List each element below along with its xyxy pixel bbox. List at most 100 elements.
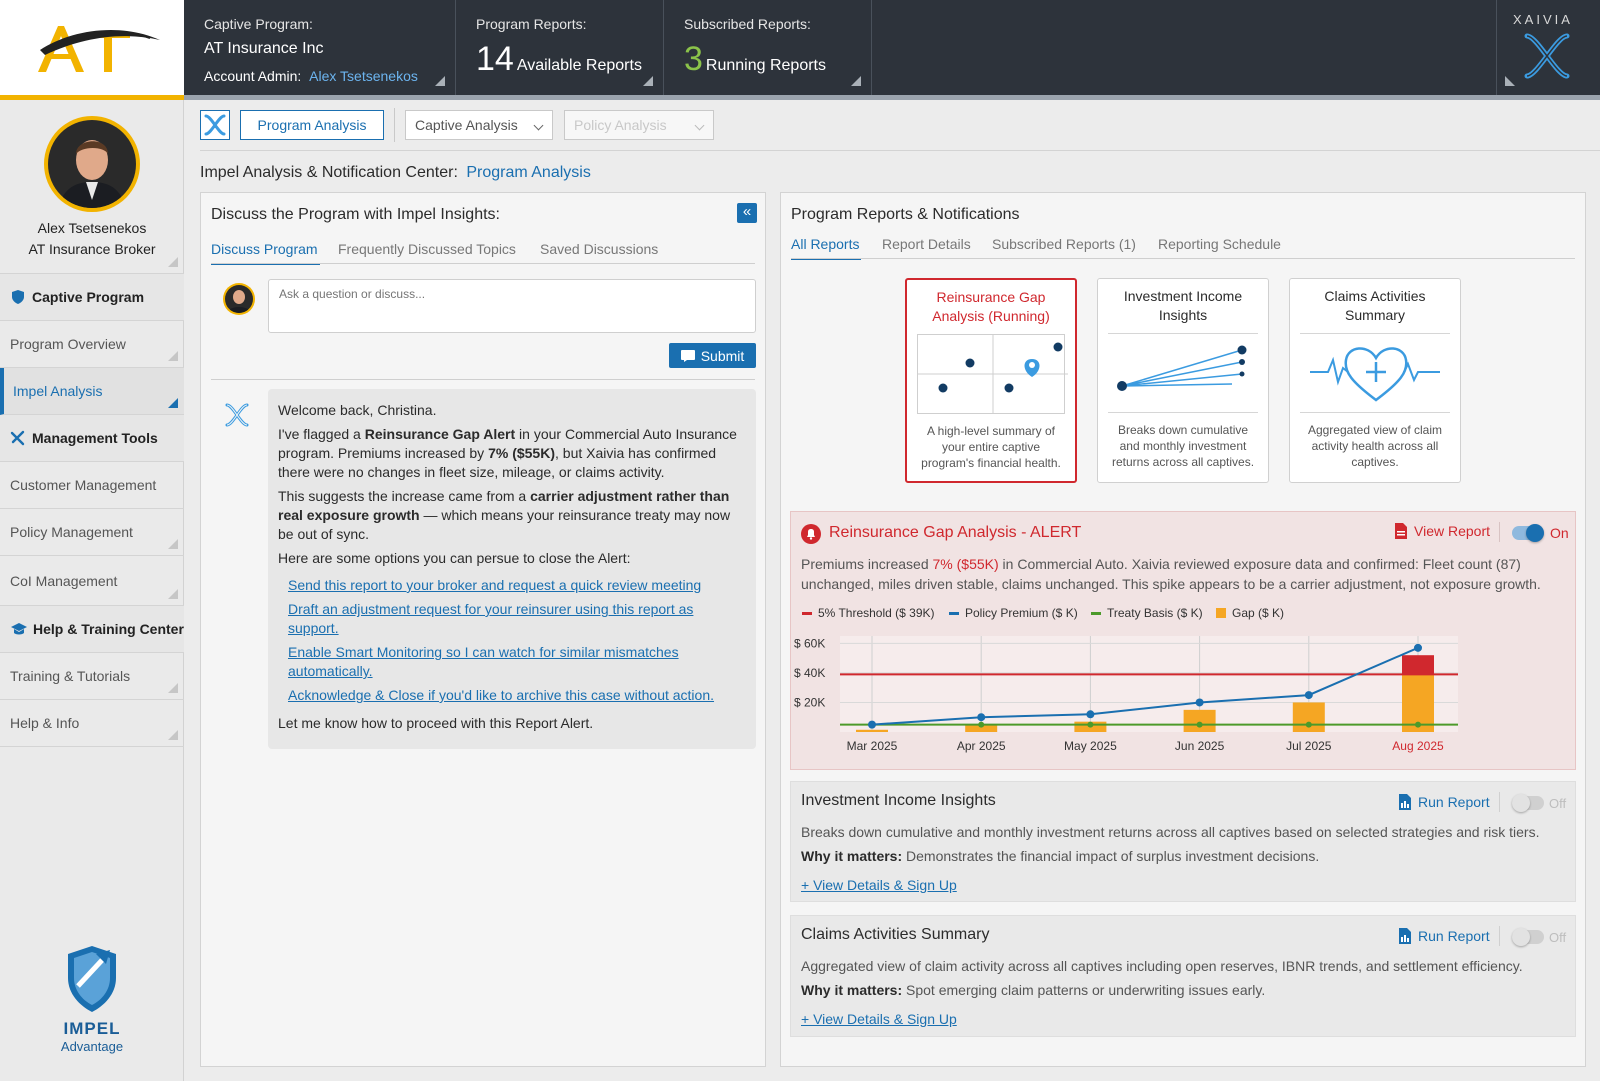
impel-brand: IMPEL Advantage [0, 940, 184, 1054]
tab-frequently-discussed[interactable]: Frequently Discussed Topics [338, 241, 516, 257]
treaty-point [978, 721, 985, 728]
corner-expand-icon[interactable] [168, 257, 178, 267]
double-chevron-left-icon: « [742, 203, 752, 220]
corner-expand-icon[interactable] [643, 76, 653, 86]
run-report-button[interactable]: Run Report [1398, 794, 1490, 810]
captive-analysis-dropdown[interactable]: Captive Analysis [405, 110, 553, 140]
tab-all-reports[interactable]: All Reports [791, 236, 862, 260]
subscribed-reports-section[interactable]: Subscribed Reports: 3 Running Reports [664, 0, 872, 96]
gap-bar [1183, 709, 1216, 732]
tab-report-details[interactable]: Report Details [882, 236, 971, 252]
xaivia-home-button[interactable] [200, 110, 230, 140]
toggle-knob [1526, 524, 1544, 542]
admin-name-link[interactable]: Alex Tsetsenekos [309, 68, 418, 84]
view-report-button[interactable]: View Report [1394, 523, 1490, 539]
collapse-panel-button[interactable]: « [737, 203, 757, 223]
program-analysis-button[interactable]: Program Analysis [240, 110, 384, 140]
sidebar-item-label: Management Tools [32, 430, 158, 446]
tab-saved-discussions[interactable]: Saved Discussions [540, 241, 659, 257]
gap-bar-excess [1402, 655, 1434, 675]
run-report-label: Run Report [1418, 794, 1490, 810]
tabs-divider [211, 263, 755, 264]
sidebar-item-customer-management[interactable]: Customer Management [0, 462, 184, 509]
investment-title: Investment Income Insights [801, 792, 996, 809]
x-tick-label: Aug 2025 [1392, 739, 1444, 753]
legend-swatch [1216, 608, 1226, 618]
claims-toggle[interactable] [1512, 928, 1544, 946]
option-link[interactable]: Enable Smart Monitoring so I can watch f… [288, 644, 679, 679]
investment-income-box: Investment Income Insights Run Report Of… [790, 781, 1576, 902]
tab-discuss-program[interactable]: Discuss Program [211, 241, 320, 265]
program-label: Captive Program: [204, 16, 313, 32]
view-details-link[interactable]: + View Details & Sign Up [801, 877, 957, 893]
corner-expand-icon[interactable] [851, 76, 861, 86]
tab-subscribed-reports[interactable]: Subscribed Reports (1) [992, 236, 1136, 252]
xaivia-brand[interactable]: XAIVIA [1496, 0, 1600, 96]
alert-toggle[interactable] [1512, 524, 1544, 542]
legend-label: 5% Threshold ($ 39K) [818, 606, 935, 620]
sidebar-head-management-tools[interactable]: Management Tools [0, 415, 184, 462]
sidebar-item-label: Help & Info [10, 715, 80, 731]
x-tick-label: Apr 2025 [957, 739, 1006, 753]
user-profile[interactable]: Alex Tsetsenekos AT Insurance Broker [0, 100, 184, 274]
report-card-investment-income[interactable]: Investment Income Insights Breaks down c… [1097, 278, 1269, 483]
corner-expand-icon[interactable] [435, 76, 445, 86]
sidebar-item-coi-management[interactable]: CoI Management [0, 556, 184, 606]
input-divider [211, 379, 755, 380]
claims-description: Aggregated view of claim activity across… [801, 958, 1523, 974]
option-link[interactable]: Send this report to your broker and requ… [288, 577, 702, 593]
message-text: I've flagged a [278, 426, 365, 442]
gap-bar [856, 729, 888, 732]
report-chart-icon [1399, 928, 1411, 944]
tab-reporting-schedule[interactable]: Reporting Schedule [1158, 236, 1281, 252]
chevron-down-icon [533, 120, 544, 131]
sidebar-item-label: Captive Program [32, 289, 145, 305]
legend-swatch [1091, 611, 1101, 615]
company-logo[interactable] [0, 0, 184, 96]
message-emphasis: carrier adjustment rather than real expo… [278, 488, 730, 523]
toolbar-divider [394, 108, 395, 142]
user-name: Alex Tsetsenekos [37, 220, 147, 236]
claims-title: Claims Activities Summary [801, 926, 990, 943]
legend-label: Gap ($ K) [1232, 606, 1285, 620]
view-details-link[interactable]: + View Details & Sign Up [801, 1011, 957, 1027]
corner-expand-icon[interactable] [1505, 76, 1515, 86]
premium-point [1195, 698, 1204, 707]
sidebar-item-training-tutorials[interactable]: Training & Tutorials [0, 653, 184, 700]
premium-point [1304, 691, 1313, 700]
premium-point [1086, 710, 1095, 719]
discuss-input[interactable] [268, 279, 756, 333]
toolbar-separator [200, 150, 1600, 151]
avatar [44, 116, 140, 212]
sidebar-item-label: Customer Management [10, 477, 157, 493]
policy-analysis-dropdown[interactable]: Policy Analysis [564, 110, 714, 140]
corner-expand-icon [168, 351, 178, 361]
run-report-button[interactable]: Run Report [1398, 928, 1490, 944]
why-label: Why it matters: [801, 982, 903, 998]
investment-toggle[interactable] [1512, 794, 1544, 812]
sidebar-item-impel-analysis[interactable]: Impel Analysis [0, 368, 184, 415]
option-list: Send this report to your broker and requ… [278, 576, 746, 705]
option-link[interactable]: Acknowledge & Close if you'd like to arc… [288, 687, 715, 703]
report-card-reinsurance-gap[interactable]: Reinsurance Gap Analysis (Running) A hig… [905, 278, 1077, 483]
sidebar-item-policy-management[interactable]: Policy Management [0, 509, 184, 556]
sidebar-item-label: Policy Management [10, 524, 133, 540]
sidebar-item-help-info[interactable]: Help & Info [0, 700, 184, 747]
card-description: Aggregated view of claim activity health… [1307, 423, 1443, 469]
message-text: , but Xaivia has confirmed there were no… [278, 445, 717, 480]
subscribed-count: 3 [684, 40, 703, 78]
xaivia-bot-icon [225, 403, 249, 427]
brand-sub: Advantage [60, 1039, 124, 1054]
why-text: Demonstrates the financial impact of sur… [902, 848, 1320, 864]
program-reports-section[interactable]: Program Reports: 14 Available Reports [456, 0, 664, 96]
report-card-claims-activities[interactable]: Claims Activities Summary Aggregated vie… [1289, 278, 1461, 483]
sidebar-item-program-overview[interactable]: Program Overview [0, 321, 184, 368]
xaivia-x-icon [204, 114, 226, 136]
message-text: This suggests the increase came from a [278, 488, 531, 504]
option-link[interactable]: Draft an adjustment request for your rei… [288, 601, 694, 636]
sidebar-head-captive-program[interactable]: Captive Program [0, 274, 184, 321]
sidebar-item-label: CoI Management [10, 572, 118, 589]
sidebar-head-help-training[interactable]: Help & Training Center [0, 606, 184, 653]
submit-button[interactable]: Submit [669, 343, 756, 368]
corner-expand-icon [168, 398, 178, 408]
